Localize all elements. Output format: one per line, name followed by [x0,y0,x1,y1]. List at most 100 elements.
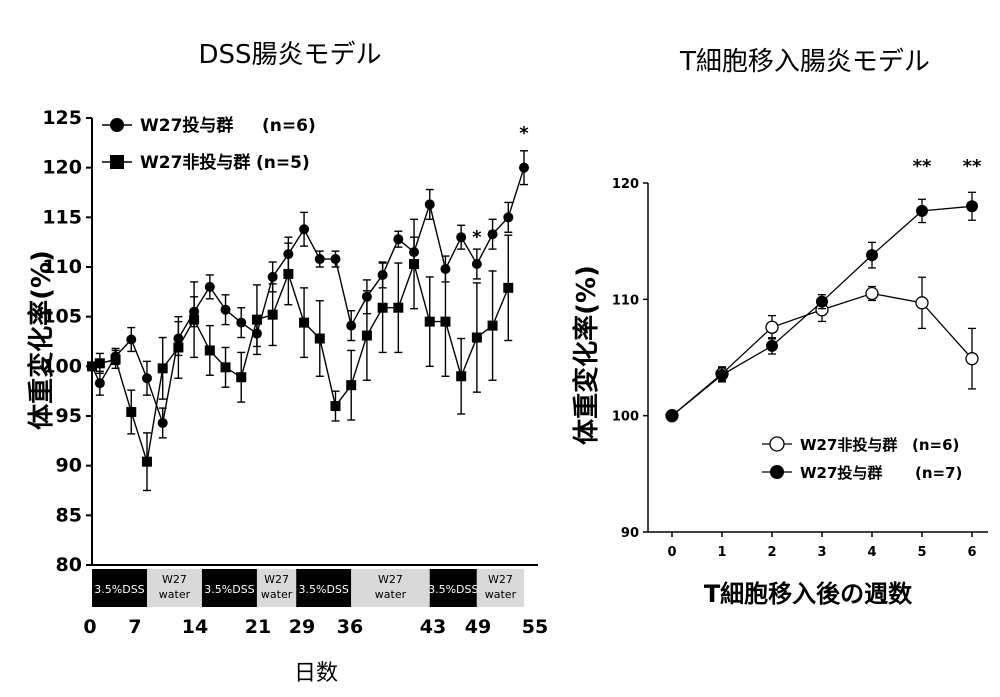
y-tick-label-left: 90 [56,455,82,477]
data-point-control [94,358,105,369]
x-tick-label-left: 29 [289,616,315,638]
data-point-w27 [666,409,678,422]
data-point-w27 [157,417,168,428]
significance-marker: ** [913,156,932,177]
y-tick-label-left: 85 [56,504,82,526]
data-point-w27 [141,373,152,384]
x-tick-label-right: 5 [917,545,926,560]
legend-label: W27投与群 [800,464,882,482]
data-point-control [173,342,184,353]
y-tick-label-right: 90 [621,526,639,541]
data-point-w27 [503,212,514,223]
data-point-control [314,333,325,344]
significance-marker: * [519,123,529,144]
legend-n: (n=6) [912,436,959,454]
treatment-label: 3.5%DSS [299,583,349,596]
data-point-w27 [716,368,728,381]
treatment-segment [92,569,147,607]
x-tick-label-right: 2 [767,545,776,560]
data-point-w27 [766,339,778,352]
treatment-label: 3.5%DSS [204,583,254,596]
x-axis-label-left: 日数 [294,661,338,686]
data-point-w27 [424,199,435,210]
legend-marker-open-circle [769,436,785,452]
data-point-control [865,286,879,301]
y-tick-label-left: 95 [56,405,82,427]
x-tick-label-right: 4 [867,545,876,560]
treatment-label: water [261,588,293,601]
treatment-label: water [485,588,517,601]
data-point-start [87,361,97,372]
treatment-segment [256,569,297,607]
data-point-w27 [866,249,878,262]
legend-label: W27投与群 [140,115,233,136]
data-point-control [141,456,152,467]
y-tick-label-left: 100 [42,355,82,377]
data-point-w27 [236,317,247,328]
x-tick-label-left: 21 [245,616,271,638]
legend-n: (n=7) [915,464,962,482]
data-point-control [204,345,215,356]
data-point-control [267,309,278,320]
data-point-w27 [916,204,928,217]
treatment-segment [201,569,257,607]
y-axis-label-left: 体重変化率(%) [26,250,57,430]
y-tick-label-left: 105 [42,306,82,328]
treatment-segment [296,569,352,607]
data-point-control [471,332,482,343]
treatment-segment [476,569,524,607]
x-tick-label-right: 6 [967,545,976,560]
data-point-control [346,380,357,391]
x-tick-label-right: 1 [717,545,726,560]
data-point-control [377,302,388,313]
treatment-label: 3.5%DSS [428,583,478,596]
y-tick-label-left: 120 [42,157,82,179]
data-point-w27 [966,200,978,213]
treatment-segment [429,569,477,607]
x-tick-label-left: 7 [128,616,141,638]
x-tick-label-left: 36 [337,616,363,638]
legend-n: (n=6) [262,116,316,136]
data-point-w27 [204,281,215,292]
significance-marker: * [472,227,482,248]
data-point-w27 [314,254,325,265]
x-tick-label-right: 3 [817,545,826,560]
treatment-segment [146,569,202,607]
x-tick-label-right: 0 [667,545,676,560]
legend-label: W27非投与群 [140,152,250,173]
legend-marker-filled-circle [770,465,784,479]
series-line-w27 [91,167,525,426]
y-axis-label-right: 体重変化率(%) [571,265,602,445]
data-point-control [330,401,341,412]
legend-marker-circle [110,118,124,132]
data-point-control [251,314,262,325]
legend-marker-square [110,155,124,169]
data-point-w27 [220,304,231,315]
data-point-w27 [816,295,828,308]
right-plot-area: 90 100 110 120 0 1 2 3 4 5 6 ** ** W27非投与群 (n=6) W27投与群… [612,156,988,560]
y-tick-label-right: 110 [612,293,639,308]
chart-title-left: DSS腸炎モデル [198,40,381,70]
y-tick-label-right: 100 [612,410,639,425]
data-point-control [299,317,310,328]
treatment-label: water [159,588,191,601]
x-tick-label-left: 14 [182,616,208,638]
treatment-label: 3.5%DSS [94,583,144,596]
x-tick-label-left: 0 [83,616,96,638]
data-point-w27 [487,229,498,240]
y-tick-label-left: 125 [42,107,82,129]
treatment-label: W27 [488,573,513,586]
y-tick-label-left: 80 [56,554,82,576]
data-point-control [189,314,200,325]
significance-marker: ** [963,156,982,177]
data-point-control [126,407,137,418]
x-tick-label-left: 49 [465,616,491,638]
data-point-control [765,320,779,334]
data-point-w27 [94,378,105,389]
data-point-w27 [393,234,404,245]
data-point-w27 [299,224,310,235]
treatment-segment [351,569,430,607]
data-point-control [283,268,294,279]
data-point-control [236,372,247,383]
